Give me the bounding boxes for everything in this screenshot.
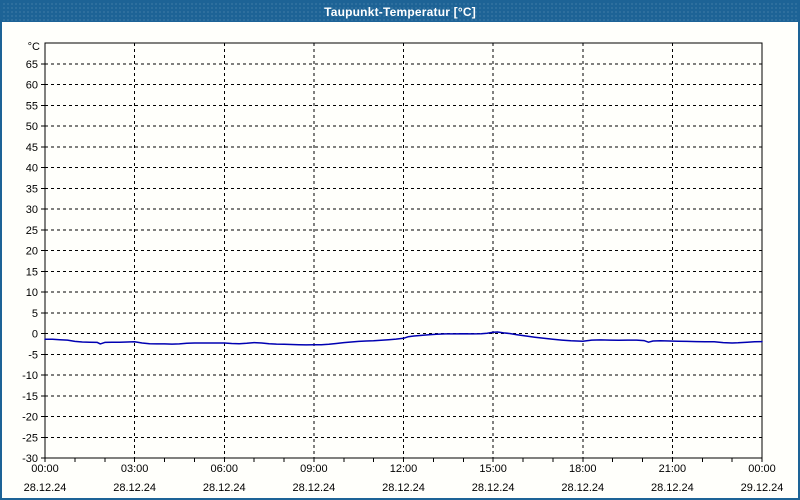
x-date-label: 28.12.24 [382, 482, 425, 494]
x-time-label: 18:00 [569, 463, 597, 475]
x-date-label: 28.12.24 [472, 482, 515, 494]
x-date-label: 28.12.24 [24, 482, 67, 494]
x-date-label: 28.12.24 [651, 482, 694, 494]
y-axis-label: 30 [26, 204, 38, 216]
y-axis-label: -20 [22, 412, 38, 424]
y-axis-label: 10 [26, 287, 38, 299]
y-axis-label: 55 [26, 100, 38, 112]
x-date-label: 29.12.24 [741, 482, 784, 494]
x-date-label: 28.12.24 [561, 482, 604, 494]
y-axis-label: 35 [26, 183, 38, 195]
y-axis-label: 50 [26, 121, 38, 133]
x-date-label: 28.12.24 [203, 482, 246, 494]
y-axis-label: -15 [22, 391, 38, 403]
y-axis-label: 45 [26, 142, 38, 154]
y-axis-label: 40 [26, 163, 38, 175]
x-date-label: 28.12.24 [292, 482, 335, 494]
plot-frame [44, 42, 763, 459]
chart-area: -30 -25 -20 -15 -10 -5 0 5 10 15 20 25 30 35 40 45 50 55 6… [2, 22, 798, 498]
y-axis-label: -10 [22, 370, 38, 382]
data-line [44, 331, 763, 346]
y-axis-label: 5 [32, 308, 38, 320]
y-axis-label: -30 [22, 453, 38, 465]
y-axis-label: 65 [26, 59, 38, 71]
y-axis-label: 20 [26, 246, 38, 258]
y-axis-label: 0 [32, 329, 38, 341]
x-time-label: 03:00 [121, 463, 149, 475]
x-date-label: 28.12.24 [113, 482, 156, 494]
x-time-label: 12:00 [390, 463, 418, 475]
y-axis-label: -5 [28, 349, 38, 361]
x-time-label: 00:00 [31, 463, 59, 475]
window-title: Taupunkt-Temperatur [°C] [324, 5, 476, 19]
x-time-label: 06:00 [210, 463, 238, 475]
title-bar: Taupunkt-Temperatur [°C] [2, 2, 798, 22]
x-time-label: 00:00 [748, 463, 776, 475]
x-time-label: 09:00 [300, 463, 328, 475]
x-time-label: 15:00 [479, 463, 507, 475]
y-axis-label: 60 [26, 80, 38, 92]
x-time-label: 21:00 [659, 463, 687, 475]
y-axis-label: 25 [26, 225, 38, 237]
y-axis-label: 15 [26, 266, 38, 278]
dewpoint-chart: -30 -25 -20 -15 -10 -5 0 5 10 15 20 25 30 35 40 45 50 55 6… [22, 41, 784, 494]
y-axis-unit-label: °C [28, 41, 40, 53]
y-axis-label: -25 [22, 432, 38, 444]
